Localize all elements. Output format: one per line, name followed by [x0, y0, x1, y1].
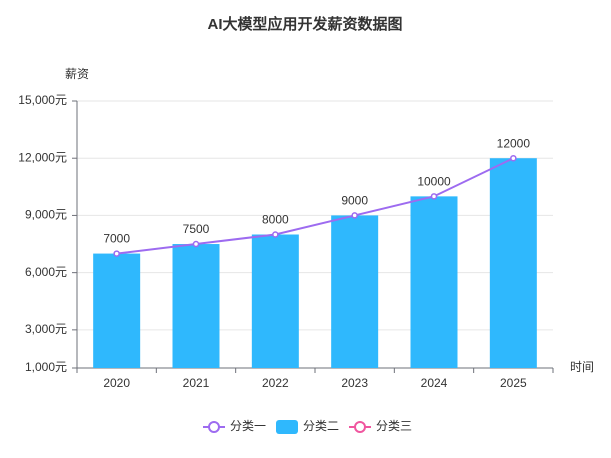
line-point — [430, 193, 438, 200]
line-point — [510, 154, 517, 162]
data-label: 8000 — [262, 213, 289, 227]
data-label: 7500 — [183, 222, 210, 236]
y-tick-label: 6,000元 — [25, 265, 67, 279]
legend-label: 分类一 — [230, 419, 266, 433]
legend-swatch — [208, 421, 220, 433]
x-tick-label: 2025 — [500, 376, 527, 390]
legend-label: 分类二 — [303, 419, 339, 433]
x-tick-label: 2020 — [103, 376, 130, 390]
bar — [410, 196, 458, 368]
line-point — [192, 240, 200, 248]
chart-title: AI大模型应用开发薪资数据图 — [207, 15, 402, 33]
x-tick-label: 2024 — [421, 376, 448, 390]
x-tick-label: 2022 — [262, 376, 289, 390]
y-tick-label: 1,000元 — [25, 360, 67, 374]
y-tick-label: 3,000元 — [25, 322, 67, 336]
data-label: 7000 — [103, 232, 130, 246]
line-point — [351, 212, 358, 219]
y-tick-label: 15,000元 — [18, 93, 67, 107]
data-label: 12000 — [497, 136, 531, 150]
x-tick-label: 2021 — [183, 376, 210, 390]
x-axis-label: 时间 — [570, 360, 594, 374]
data-label: 9000 — [341, 194, 368, 208]
bar — [331, 215, 379, 368]
x-tick-label: 2023 — [341, 376, 368, 390]
bar — [251, 234, 299, 368]
y-tick-label: 12,000元 — [18, 150, 67, 164]
bar — [93, 253, 141, 368]
legend-swatch — [354, 421, 366, 433]
legend-label: 分类三 — [376, 419, 412, 433]
line-point — [272, 231, 279, 238]
data-label: 10000 — [417, 175, 451, 189]
legend-swatch — [276, 420, 298, 434]
y-axis-label: 薪资 — [65, 67, 89, 81]
line-point — [113, 250, 120, 257]
line — [116, 157, 514, 255]
y-tick-label: 9,000元 — [25, 208, 67, 222]
bar — [489, 158, 537, 368]
bar — [172, 244, 220, 368]
